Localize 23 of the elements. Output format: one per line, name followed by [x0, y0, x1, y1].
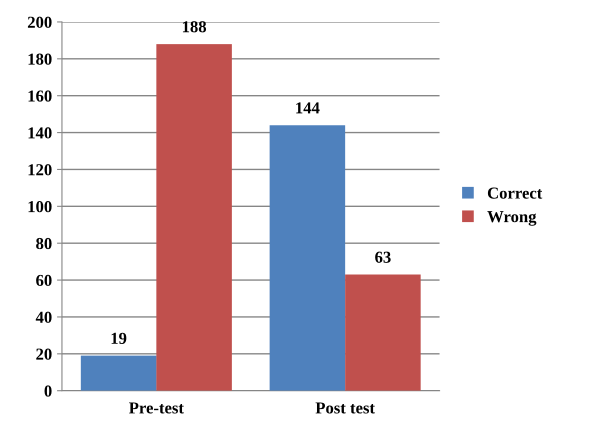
data-label: 63 — [375, 252, 391, 263]
bar — [270, 125, 346, 391]
y-tick-label: 60 — [36, 274, 52, 286]
legend-label: Correct — [488, 188, 542, 199]
x-tick-label: Post test — [316, 402, 375, 414]
data-label: 19 — [112, 332, 126, 344]
data-label: 188 — [182, 21, 206, 32]
bar — [345, 274, 421, 391]
y-tick-label: 0 — [44, 385, 52, 397]
y-tick-label: 180 — [28, 54, 52, 65]
y-tick-label: 140 — [28, 127, 52, 139]
x-tick-label: Pre-test — [129, 402, 184, 414]
legend-label: Wrong — [487, 211, 536, 226]
y-tick-label: 20 — [36, 348, 52, 360]
y-tick-label: 200 — [28, 16, 52, 28]
bar — [156, 44, 232, 391]
bar — [80, 356, 156, 391]
y-tick-label: 80 — [36, 238, 52, 250]
data-label: 144 — [296, 102, 320, 114]
y-tick-label: 160 — [28, 90, 52, 102]
y-tick-label: 40 — [36, 312, 52, 323]
y-tick-label: 120 — [28, 164, 52, 176]
y-tick-label: 100 — [28, 201, 52, 212]
